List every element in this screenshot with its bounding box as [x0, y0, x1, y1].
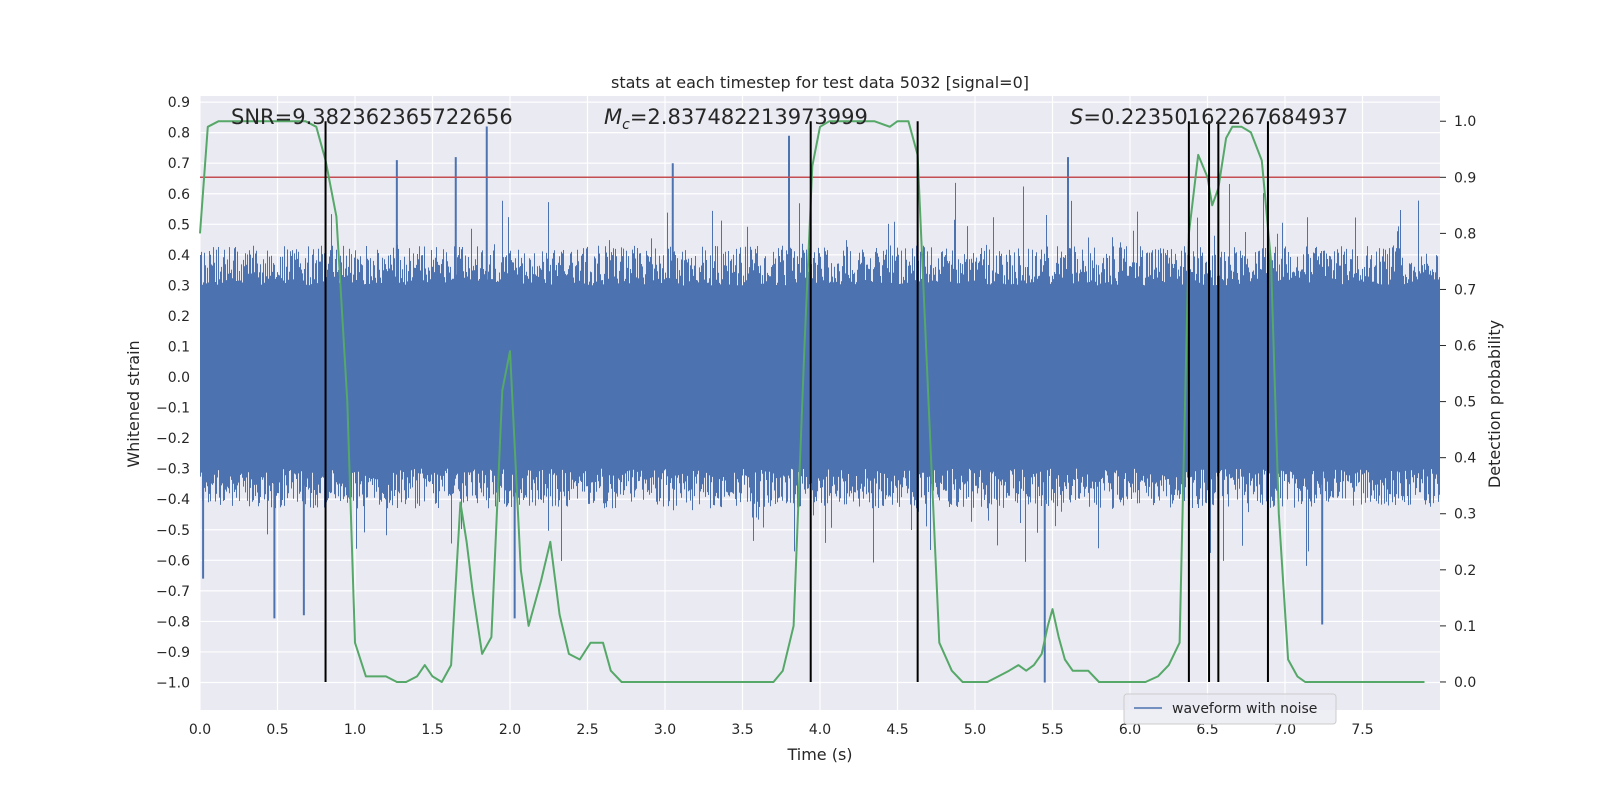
y-left-tick-label: −0.5	[156, 523, 190, 539]
x-tick-label: 4.0	[809, 722, 831, 738]
y-left-tick-label: −0.6	[156, 553, 190, 569]
x-tick-label: 7.0	[1274, 722, 1296, 738]
y-right-tick-label: 0.5	[1454, 395, 1476, 411]
y-left-tick-label: 0.3	[168, 278, 190, 294]
y-left-tick-label: −0.2	[156, 431, 190, 447]
x-tick-label: 0.0	[189, 722, 211, 738]
y-right-tick-label: 0.9	[1454, 170, 1476, 186]
y-right-tick-label: 0.6	[1454, 339, 1476, 355]
y-right-tick-label: 0.8	[1454, 226, 1476, 242]
y-left-tick-label: −0.4	[156, 492, 190, 508]
probability-series	[199, 120, 1425, 683]
y-left-tick-label: 0.4	[168, 248, 190, 264]
y-left-tick-label: −0.9	[156, 645, 190, 661]
y-left-axis-ticks: 0.9 0.8 0.7 0.6 0.5 0.4 0.3 0.2 0.1 0.0 −0.1 −0.2 −0…	[156, 95, 190, 691]
y-left-tick-label: 0.1	[168, 339, 190, 355]
y-left-tick-label: 0.7	[168, 156, 190, 172]
mc-symbol: M	[604, 105, 622, 129]
vertical-lines	[324, 121, 1269, 682]
s-annotation: S=0.22350162267684937	[1070, 105, 1348, 129]
x-tick-label: 2.0	[499, 722, 521, 738]
y-right-tick-label: 0.0	[1454, 675, 1476, 691]
mc-subscript: c	[622, 117, 630, 133]
y-left-tick-label: 0.9	[168, 95, 190, 111]
x-tick-label: 0.5	[266, 722, 288, 738]
legend-box	[1123, 693, 1337, 725]
snr-annotation: SNR=9.382362365722656	[231, 105, 513, 129]
y-left-tick-label: −0.3	[156, 462, 190, 478]
y-right-tick-label: 1.0	[1454, 114, 1476, 130]
waveform-core-band	[200, 291, 1440, 463]
mc-annotation: Mc=2.837482213973999	[604, 105, 868, 133]
mc-value: =2.837482213973999	[630, 105, 868, 129]
y-left-tick-label: −0.1	[156, 401, 190, 417]
y-right-tick-label: 0.7	[1454, 282, 1476, 298]
y-right-tick-label: 0.1	[1454, 619, 1476, 635]
x-tick-label: 3.5	[731, 722, 753, 738]
chart-title: stats at each timestep for test data 503…	[611, 73, 1029, 92]
y-right-axis-label: Detection probability	[1485, 320, 1504, 488]
x-axis-ticks: 0.0 0.5 1.0 1.5 2.0 2.5 3.0 3.5 4.0 4.5 5.0 5.5 6.0 6…	[189, 722, 1374, 738]
x-tick-label: 3.0	[654, 722, 676, 738]
y-right-tick-label: 0.2	[1454, 563, 1476, 579]
x-tick-label: 4.5	[886, 722, 908, 738]
y-left-tick-label: −0.8	[156, 614, 190, 630]
x-tick-label: 5.5	[1041, 722, 1063, 738]
x-tick-label: 5.0	[964, 722, 986, 738]
y-left-tick-label: −0.7	[156, 584, 190, 600]
y-right-axis-ticks: 1.0 0.9 0.8 0.7 0.6 0.5 0.4 0.3 0.2 0.1 0.0	[1440, 114, 1476, 691]
x-tick-label: 6.5	[1196, 722, 1218, 738]
legend-label: waveform with noise	[1172, 701, 1317, 717]
y-right-tick-label: 0.3	[1454, 507, 1476, 523]
waveform-series	[200, 126, 1440, 683]
y-left-tick-label: 0.2	[168, 309, 190, 325]
y-left-tick-label: 0.6	[168, 187, 190, 203]
y-left-tick-label: −1.0	[156, 676, 190, 692]
x-tick-label: 1.0	[344, 722, 366, 738]
x-tick-label: 7.5	[1351, 722, 1373, 738]
y-left-axis-label: Whitened strain	[124, 340, 143, 467]
s-symbol: S	[1070, 105, 1083, 129]
s-value: =0.22350162267684937	[1083, 105, 1348, 129]
y-left-tick-label: 0.8	[168, 126, 190, 142]
x-tick-label: 6.0	[1119, 722, 1141, 738]
y-left-tick-label: 0.0	[168, 370, 190, 386]
y-right-tick-label: 0.4	[1454, 451, 1476, 467]
legend: waveform with noise	[1123, 693, 1337, 725]
y-left-tick-label: 0.5	[168, 217, 190, 233]
x-axis-label: Time (s)	[786, 745, 852, 764]
x-tick-label: 1.5	[421, 722, 443, 738]
x-tick-label: 2.5	[576, 722, 598, 738]
probability-line	[199, 120, 1425, 683]
